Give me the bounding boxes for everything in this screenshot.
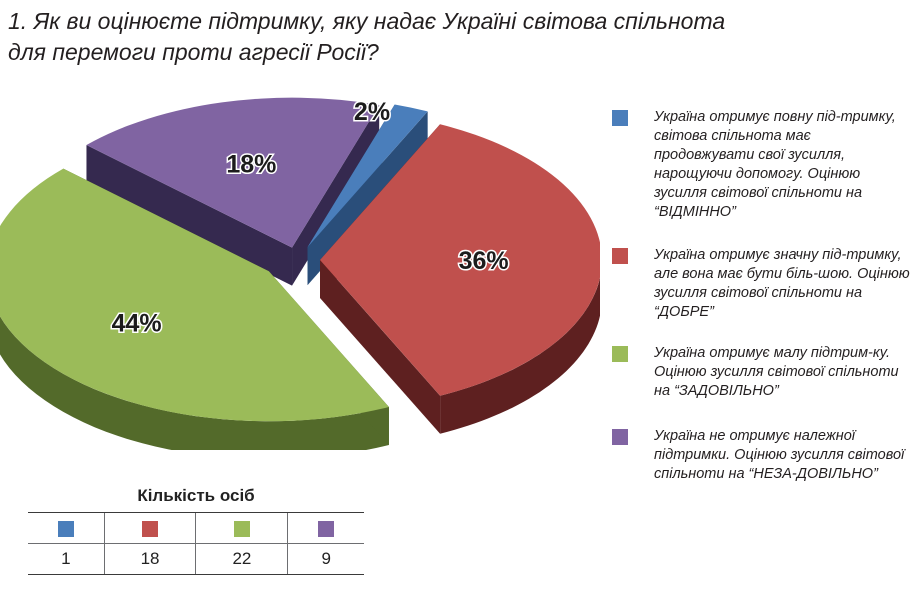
count-table-swatch-cell [103,512,196,544]
count-value-good: 18 [103,543,196,575]
pie-slice-cut-face [320,260,441,434]
legend-item-good: Україна отримує значну під-тримку, але в… [612,246,912,322]
legend-swatch-excellent [612,110,628,126]
legend-label-unsatisfactory: Україна не отримує належної підтримки. О… [654,428,905,482]
pie-slice-rim [0,316,389,450]
pie-slice-satisfactory [0,168,389,422]
pie-label-excellent: 2% [354,98,390,126]
count-table-swatch-cell [28,512,105,544]
legend-swatch-satisfactory [612,346,628,362]
legend-item-excellent: Україна отримує повну під-тримку, світов… [612,108,912,222]
pie-label-satisfactory: 44% [112,309,162,337]
pie-slice-excellent [307,104,428,248]
count-table-swatch-row [28,512,364,544]
count-swatch-excellent [57,520,74,537]
count-table: 1 18 22 9 [28,512,364,575]
legend-label-excellent: Україна отримує повну під-тримку, світов… [654,109,896,220]
chart-title-line-1: 1. Як ви оцінюєте підтримку, яку надає У… [8,8,726,34]
pie-label-good: 36% [459,247,509,275]
pie-slice-cut-face [86,144,293,286]
pie-chart: 2% 36% 44% 18% [0,97,600,450]
count-value-satisfactory: 22 [195,543,288,575]
legend-label-satisfactory: Україна отримує малу підтрим-ку. Оцінюю … [654,345,899,399]
count-swatch-unsatisfactory [318,520,335,537]
count-table-swatch-cell [287,512,364,544]
count-value-unsatisfactory: 9 [287,543,364,575]
pie-slice-rim [440,277,600,434]
count-swatch-good [142,520,159,537]
pie-slice-good [320,124,600,396]
legend-swatch-good [612,248,628,264]
legend-item-satisfactory: Україна отримує малу підтрим-ку. Оцінюю … [612,344,912,401]
pie-slice-unsatisfactory [86,97,380,248]
legend-swatch-unsatisfactory [612,429,628,445]
count-table-swatch-cell [195,512,288,544]
chart-title-line-2: для перемоги проти агресії Росії? [8,39,379,65]
legend-label-good: Україна отримує значну під-тримку, але в… [654,247,910,320]
legend-item-unsatisfactory: Україна не отримує належної підтримки. О… [612,427,912,484]
count-value-excellent: 1 [28,543,105,575]
chart-title: 1. Як ви оцінюєте підтримку, яку надає У… [8,6,888,68]
count-table-value-row: 1 18 22 9 [28,543,364,575]
count-table-title: Кількість осіб [137,486,255,505]
count-swatch-satisfactory [233,520,250,537]
pie-label-unsatisfactory: 18% [226,150,276,178]
legend: Україна отримує повну під-тримку, світов… [612,108,912,506]
